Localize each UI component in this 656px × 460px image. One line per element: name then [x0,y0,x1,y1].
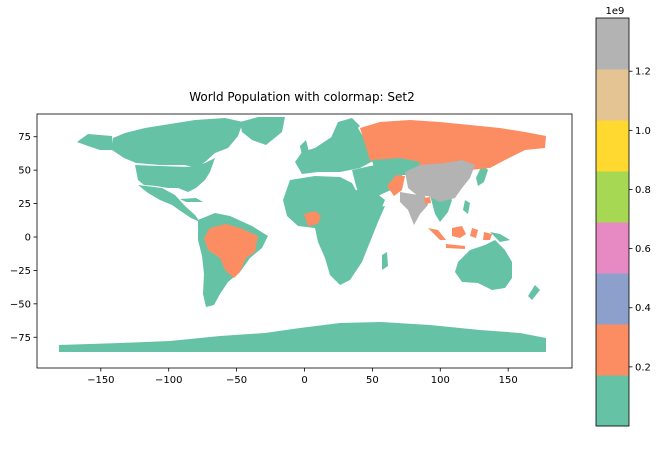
region-arabia [356,190,385,214]
chart-title: World Population with colormap: Set2 [189,90,415,104]
x-tick-label: 50 [366,375,379,386]
country-madagascar [382,252,388,270]
y-tick-label: −50 [10,299,31,310]
country-new-zealand [528,285,540,300]
colorbar-color-bins [596,18,629,427]
country-uk [300,140,309,156]
colorbar-bin [596,273,629,325]
x-tick-label: −50 [226,375,247,386]
colorbar-tick-label: 0.6 [635,244,651,255]
country-antarctica [59,322,546,352]
country-greenland [240,117,285,145]
country-brazil [204,224,258,278]
country-russia [360,120,546,170]
country-indonesia-borneo [452,226,466,238]
colorbar-tick-label: 0.2 [635,362,651,373]
y-tick-label: −75 [10,333,31,344]
colorbar-bin [596,222,629,274]
country-usa [135,158,215,192]
y-tick-label: 50 [18,166,31,177]
country-indonesia-papua [483,232,492,240]
country-indonesia-sulawesi [470,228,478,238]
colorbar: 1e9 0.2 0.4 0.6 0.8 1.0 1.2 [595,6,651,427]
colorbar-bin [596,171,629,223]
country-usa-alaska [77,134,113,150]
colorbar-bin [596,324,629,376]
country-bangladesh [424,197,431,204]
country-japan [476,165,488,186]
colorbar-tick-label: 1.0 [635,126,651,137]
y-axis-ticks: 75 50 25 0 −25 −50 −75 [10,132,37,344]
colorbar-bin [596,18,629,70]
region-scandinavia [330,118,360,142]
country-indonesia-java [446,244,465,249]
y-tick-label: 75 [18,132,31,143]
country-mexico [138,185,200,222]
y-tick-label: 0 [25,232,31,243]
x-tick-label: 0 [301,375,307,386]
colorbar-bin [596,69,629,121]
land-masses [59,117,546,352]
x-tick-label: −150 [87,375,114,386]
country-canada [112,118,243,168]
x-axis-ticks: −150 −100 −50 0 50 100 150 [87,368,518,386]
country-australia [455,240,512,290]
country-papua-new-guinea [490,232,510,242]
country-philippines [463,200,470,214]
y-tick-label: 25 [18,199,31,210]
country-india [400,192,428,225]
region-europe [295,128,375,174]
colorbar-frame [595,17,630,427]
colorbar-offset-label: 1e9 [606,6,625,17]
x-tick-label: −100 [155,375,182,386]
y-tick-label: −25 [10,266,31,277]
colorbar-tick-label: 0.8 [635,185,651,196]
colorbar-ticks: 0.2 0.4 0.6 0.8 1.0 1.2 [629,67,651,373]
colorbar-bin [596,120,629,172]
x-tick-label: 100 [431,375,450,386]
country-pakistan [387,175,405,196]
x-tick-label: 150 [499,375,518,386]
colorbar-bin [596,375,629,427]
country-cuba [180,198,203,202]
country-china [405,160,475,202]
colorbar-tick-label: 0.4 [635,303,651,314]
region-africa [283,176,385,285]
colorbar-tick-label: 1.2 [635,67,651,78]
country-nigeria [304,211,321,226]
country-indonesia-sumatra [428,228,446,240]
